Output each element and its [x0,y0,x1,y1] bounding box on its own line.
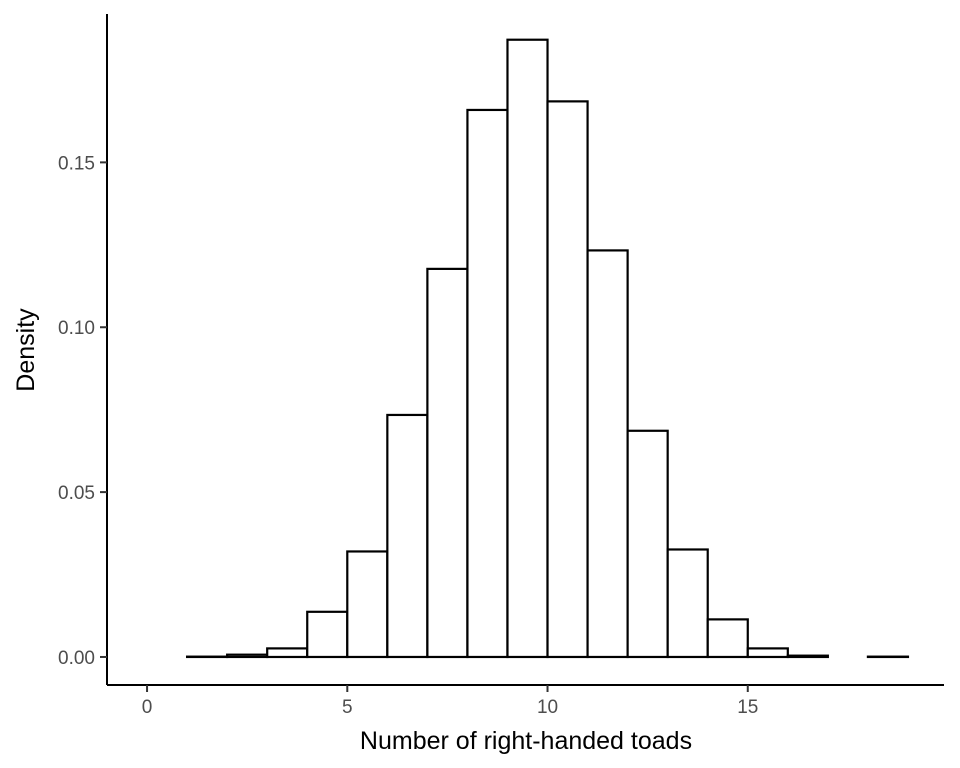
x-tick-label: 15 [737,697,758,718]
y-tick-label: 0.15 [58,153,95,174]
x-axis-title: Number of right-handed toads [360,727,692,755]
y-tick-label: 0.05 [58,483,95,504]
histogram-bar [746,647,789,659]
histogram-bar [506,38,549,659]
y-tick-label: 0.00 [58,648,95,669]
x-tick-label: 10 [537,697,558,718]
histogram-bars [185,38,910,659]
histogram-bar [706,618,749,659]
histogram-bar [346,550,389,659]
histogram-bar [466,108,509,659]
histogram-bar [226,653,269,659]
histogram-bar [426,267,469,659]
histogram-bar [266,647,309,659]
histogram-bar [546,100,589,659]
y-tick-label: 0.10 [58,318,95,339]
histogram-bar [666,548,709,659]
histogram-bar [306,610,349,659]
histogram-bar [786,654,829,659]
histogram-bar [586,249,629,659]
y-axis-title: Density [12,308,40,392]
x-tick-label: 5 [342,697,353,718]
histogram-bar [626,429,669,659]
histogram-bar [386,413,429,659]
x-tick-label: 0 [142,697,153,718]
y-axis-ticks: 0.00 0.05 0.10 0.15 [58,153,107,669]
x-axis-ticks: 0 5 10 15 [142,685,758,718]
